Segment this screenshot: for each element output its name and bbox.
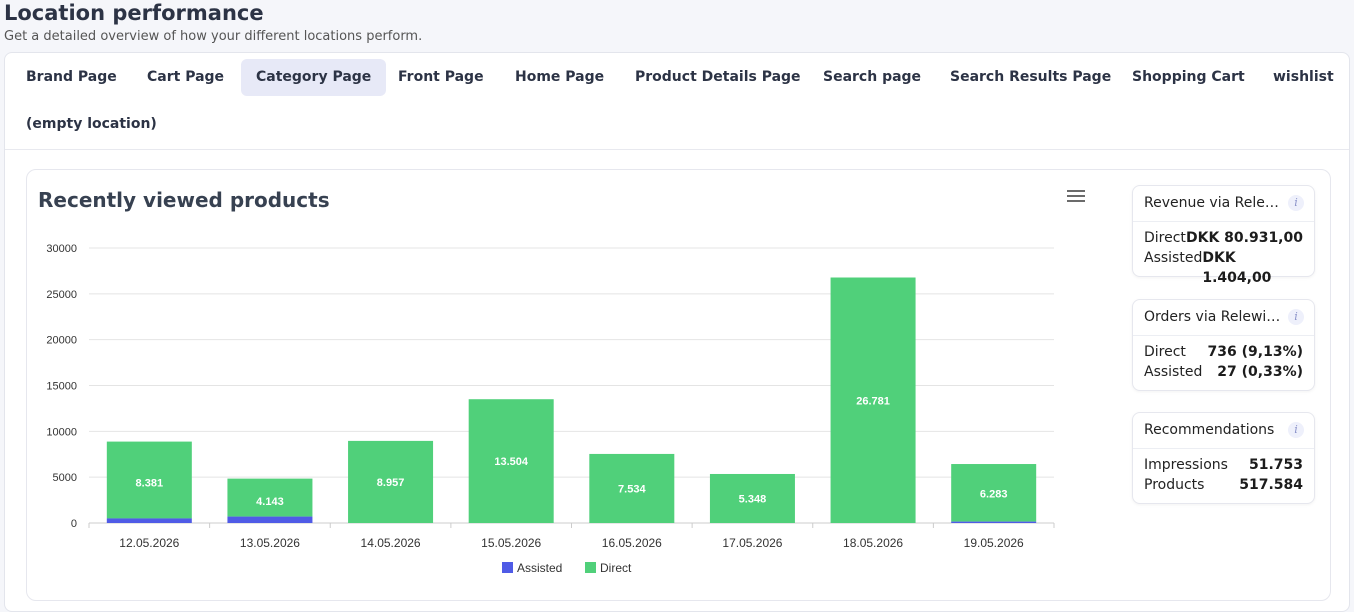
row-value: 736 (9,13%) (1207, 344, 1303, 360)
bar-direct (106, 441, 192, 519)
recommendations-card-header: Recommendations i (1133, 413, 1314, 449)
bar-direct (348, 440, 434, 523)
info-icon[interactable]: i (1288, 422, 1304, 438)
data-label: 26.781 (856, 395, 890, 407)
row-label: Direct (1144, 230, 1186, 246)
tab-cart-page[interactable]: Cart Page (147, 69, 225, 85)
legend-label-assisted: Assisted (517, 561, 562, 575)
info-icon[interactable]: i (1288, 309, 1304, 325)
data-label: 4.143 (256, 496, 284, 508)
data-label: 5.348 (739, 493, 767, 505)
tab-product-details-page[interactable]: Product Details Page (635, 69, 801, 85)
bar-direct (830, 277, 916, 523)
recommendations-card-title: Recommendations (1144, 422, 1275, 438)
chart-card: Recently viewed products 0 5000 10000 15000… (26, 169, 1331, 601)
location-tabs: Brand Page Cart Page Category Page Front… (5, 53, 1349, 150)
legend-swatch-assisted (502, 562, 513, 573)
page-title: Location performance (4, 1, 264, 25)
tab-search-results-page[interactable]: Search Results Page (950, 69, 1112, 85)
x-tick-label: 19.05.2026 (964, 536, 1024, 550)
bar-direct (227, 478, 313, 517)
revenue-card: Revenue via Relewise i Direct DKK 80.931,… (1132, 185, 1315, 286)
y-tick-label: 5000 (53, 472, 77, 484)
y-tick-label: 25000 (46, 289, 77, 301)
bar-direct (589, 453, 675, 523)
orders-card: Orders via Relewise i Direct 736 (9,13%) … (1132, 299, 1315, 391)
orders-assisted-row: Assisted 27 (0,33%) (1133, 362, 1314, 382)
row-value: 517.584 (1239, 477, 1303, 493)
tab-brand-page[interactable]: Brand Page (26, 69, 117, 85)
bar-assisted (227, 516, 313, 523)
orders-card-header: Orders via Relewise i (1133, 300, 1314, 336)
x-tick-label: 13.05.2026 (240, 536, 300, 550)
row-value: DKK 1.404,00 (1202, 250, 1272, 286)
y-tick-label: 10000 (46, 426, 77, 438)
revenue-card-header: Revenue via Relewise i (1133, 186, 1314, 222)
x-tick-label: 14.05.2026 (361, 536, 421, 550)
products-row: Products 517.584 (1133, 475, 1314, 495)
bar-assisted (951, 521, 1037, 523)
tab-empty-location[interactable]: (empty location) (26, 116, 157, 132)
y-tick-label: 15000 (46, 381, 77, 393)
legend-label-direct: Direct (600, 561, 632, 575)
row-label: Assisted (1144, 250, 1203, 266)
revenue-assisted-row: Assisted DKK 1.404,00 (1133, 248, 1314, 286)
impressions-row: Impressions 51.753 (1133, 455, 1314, 475)
info-icon[interactable]: i (1288, 195, 1304, 211)
tab-category-page[interactable]: Category Page (241, 59, 387, 96)
x-tick-label: 12.05.2026 (119, 536, 179, 550)
data-label: 7.534 (618, 483, 646, 495)
bar-assisted (106, 518, 192, 523)
chart-title: Recently viewed products (38, 188, 330, 212)
tab-home-page[interactable]: Home Page (515, 69, 605, 85)
tab-wishlist[interactable]: wishlist (1273, 69, 1334, 85)
x-tick-label: 16.05.2026 (602, 536, 662, 550)
row-label: Impressions (1144, 457, 1228, 473)
row-label: Direct (1144, 344, 1186, 360)
orders-direct-row: Direct 736 (9,13%) (1133, 342, 1314, 362)
data-label: 13.504 (494, 456, 529, 468)
row-value: DKK 80.931,00 (1185, 230, 1303, 246)
row-value: 51.753 (1248, 457, 1303, 473)
tab-front-page[interactable]: Front Page (398, 69, 484, 85)
tab-shopping-cart[interactable]: Shopping Cart (1132, 69, 1245, 85)
data-label: 8.381 (136, 477, 164, 489)
tab-search-page[interactable]: Search page (823, 69, 922, 85)
x-tick-label: 18.05.2026 (843, 536, 903, 550)
revenue-direct-row: Direct DKK 80.931,00 (1133, 228, 1314, 248)
y-tick-label: 0 (71, 518, 77, 530)
recommendations-card: Recommendations i Impressions 51.753 Prod… (1132, 412, 1315, 504)
stacked-bar-chart: 0 5000 10000 15000 20000 25000 30000 8.381 12.05… (46, 243, 1055, 575)
y-tick-label: 20000 (46, 335, 77, 347)
row-label: Assisted (1144, 364, 1203, 380)
revenue-card-title: Revenue via Relewise (1144, 195, 1282, 211)
page-subtitle: Get a detailed overview of how your diff… (4, 29, 423, 44)
bar-direct (709, 473, 795, 523)
row-value: 27 (0,33%) (1217, 364, 1303, 380)
x-tick-label: 15.05.2026 (481, 536, 541, 550)
y-tick-label: 30000 (46, 243, 77, 255)
bar-direct (951, 464, 1037, 522)
orders-card-title: Orders via Relewise (1144, 309, 1282, 325)
legend-swatch-direct (585, 562, 596, 573)
hamburger-menu-icon[interactable] (1067, 190, 1085, 204)
row-label: Products (1144, 477, 1205, 493)
bar-direct (468, 399, 554, 523)
x-tick-label: 17.05.2026 (722, 536, 782, 550)
location-panel: Brand Page Cart Page Category Page Front… (4, 52, 1350, 612)
data-label: 6.283 (980, 489, 1008, 501)
data-label: 8.957 (377, 477, 405, 489)
